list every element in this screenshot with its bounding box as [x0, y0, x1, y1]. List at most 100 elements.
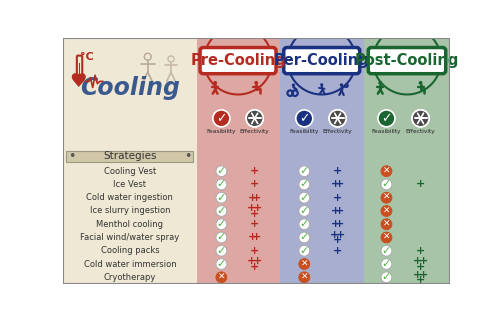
Bar: [364, 38, 450, 284]
Text: Feasibility: Feasibility: [372, 129, 401, 134]
Circle shape: [378, 110, 395, 127]
Text: Per-Cooling: Per-Cooling: [274, 53, 370, 68]
Text: Cold water ingestion: Cold water ingestion: [86, 193, 174, 202]
Text: +: +: [416, 180, 425, 189]
Text: ✓: ✓: [300, 233, 309, 242]
Text: ✓: ✓: [300, 246, 309, 256]
Text: ✓: ✓: [382, 272, 391, 282]
Text: ✓: ✓: [299, 112, 310, 125]
Text: Effectivity: Effectivity: [240, 129, 270, 134]
Text: +: +: [335, 206, 344, 216]
Circle shape: [299, 259, 310, 270]
Text: ✓: ✓: [300, 193, 309, 203]
Circle shape: [381, 205, 392, 216]
Circle shape: [381, 219, 392, 230]
Text: +: +: [331, 219, 340, 229]
Circle shape: [299, 166, 310, 177]
Text: ✕: ✕: [300, 259, 308, 268]
Text: ✓: ✓: [382, 259, 391, 269]
Circle shape: [76, 74, 84, 82]
Text: +: +: [248, 203, 256, 213]
Circle shape: [381, 272, 392, 283]
Text: +: +: [335, 180, 344, 189]
Text: +: +: [248, 256, 256, 266]
Circle shape: [412, 110, 429, 127]
Text: +: +: [253, 203, 262, 213]
Circle shape: [320, 83, 324, 86]
Text: +: +: [250, 246, 260, 256]
Text: •: •: [68, 150, 76, 163]
Text: ✓: ✓: [216, 193, 226, 203]
Circle shape: [381, 179, 392, 190]
Text: +: +: [331, 180, 340, 189]
Text: +: +: [248, 233, 257, 242]
Text: +: +: [333, 193, 342, 203]
Circle shape: [381, 245, 392, 256]
FancyBboxPatch shape: [368, 48, 446, 74]
Text: ✓: ✓: [216, 180, 226, 189]
Text: +: +: [413, 256, 422, 266]
Circle shape: [216, 192, 227, 203]
Text: +: +: [413, 270, 422, 279]
Text: ✓: ✓: [300, 219, 309, 229]
Text: Menthol cooling: Menthol cooling: [96, 220, 164, 229]
Text: +: +: [418, 256, 428, 266]
Text: +: +: [252, 193, 262, 203]
Text: +: +: [250, 262, 260, 272]
Text: +: +: [331, 206, 340, 216]
Text: ✓: ✓: [216, 246, 226, 256]
Text: ✕: ✕: [382, 206, 390, 215]
Text: +: +: [250, 219, 260, 229]
Circle shape: [299, 179, 310, 190]
Circle shape: [340, 83, 343, 87]
Text: +: +: [416, 275, 425, 285]
Text: ✓: ✓: [216, 219, 226, 229]
Text: ✕: ✕: [382, 233, 390, 242]
Circle shape: [299, 272, 310, 283]
Circle shape: [378, 81, 382, 85]
Circle shape: [329, 110, 346, 127]
Text: Cooling: Cooling: [80, 76, 180, 100]
Text: ✓: ✓: [216, 233, 226, 242]
Text: Pre-Cooling: Pre-Cooling: [190, 53, 286, 68]
Text: Post-Cooling: Post-Cooling: [355, 53, 459, 68]
Text: +: +: [250, 209, 260, 219]
Text: ✓: ✓: [300, 166, 309, 176]
Text: +: +: [416, 246, 425, 256]
FancyBboxPatch shape: [200, 48, 276, 74]
Bar: [66, 151, 192, 162]
Text: ✓: ✓: [216, 112, 226, 125]
Circle shape: [412, 110, 429, 127]
Circle shape: [299, 219, 310, 230]
Bar: [79, 63, 80, 78]
Text: +: +: [248, 193, 257, 203]
Circle shape: [299, 192, 310, 203]
Text: Effectivity: Effectivity: [323, 129, 352, 134]
Text: ✕: ✕: [382, 167, 390, 175]
Circle shape: [329, 110, 346, 127]
Text: +: +: [335, 219, 344, 229]
Circle shape: [292, 84, 295, 87]
Circle shape: [216, 219, 227, 230]
Text: ✕: ✕: [218, 272, 225, 282]
Text: Cooling packs: Cooling packs: [100, 246, 159, 255]
Text: ✓: ✓: [216, 166, 226, 176]
Text: ♥: ♥: [69, 72, 87, 91]
Text: +: +: [253, 256, 262, 266]
Text: +: +: [418, 270, 428, 279]
Circle shape: [381, 232, 392, 243]
Text: ✓: ✓: [300, 180, 309, 189]
Text: ✓: ✓: [381, 112, 392, 125]
Text: +: +: [416, 262, 425, 272]
Text: Cold water immersion: Cold water immersion: [84, 260, 176, 269]
Circle shape: [216, 179, 227, 190]
Text: +: +: [333, 246, 342, 256]
Text: +: +: [333, 166, 342, 176]
Bar: [196, 38, 280, 284]
Text: ✕: ✕: [382, 219, 390, 228]
Bar: [62, 38, 196, 284]
Circle shape: [213, 81, 217, 85]
Text: +: +: [333, 235, 342, 245]
Circle shape: [216, 259, 227, 270]
Circle shape: [216, 272, 227, 283]
